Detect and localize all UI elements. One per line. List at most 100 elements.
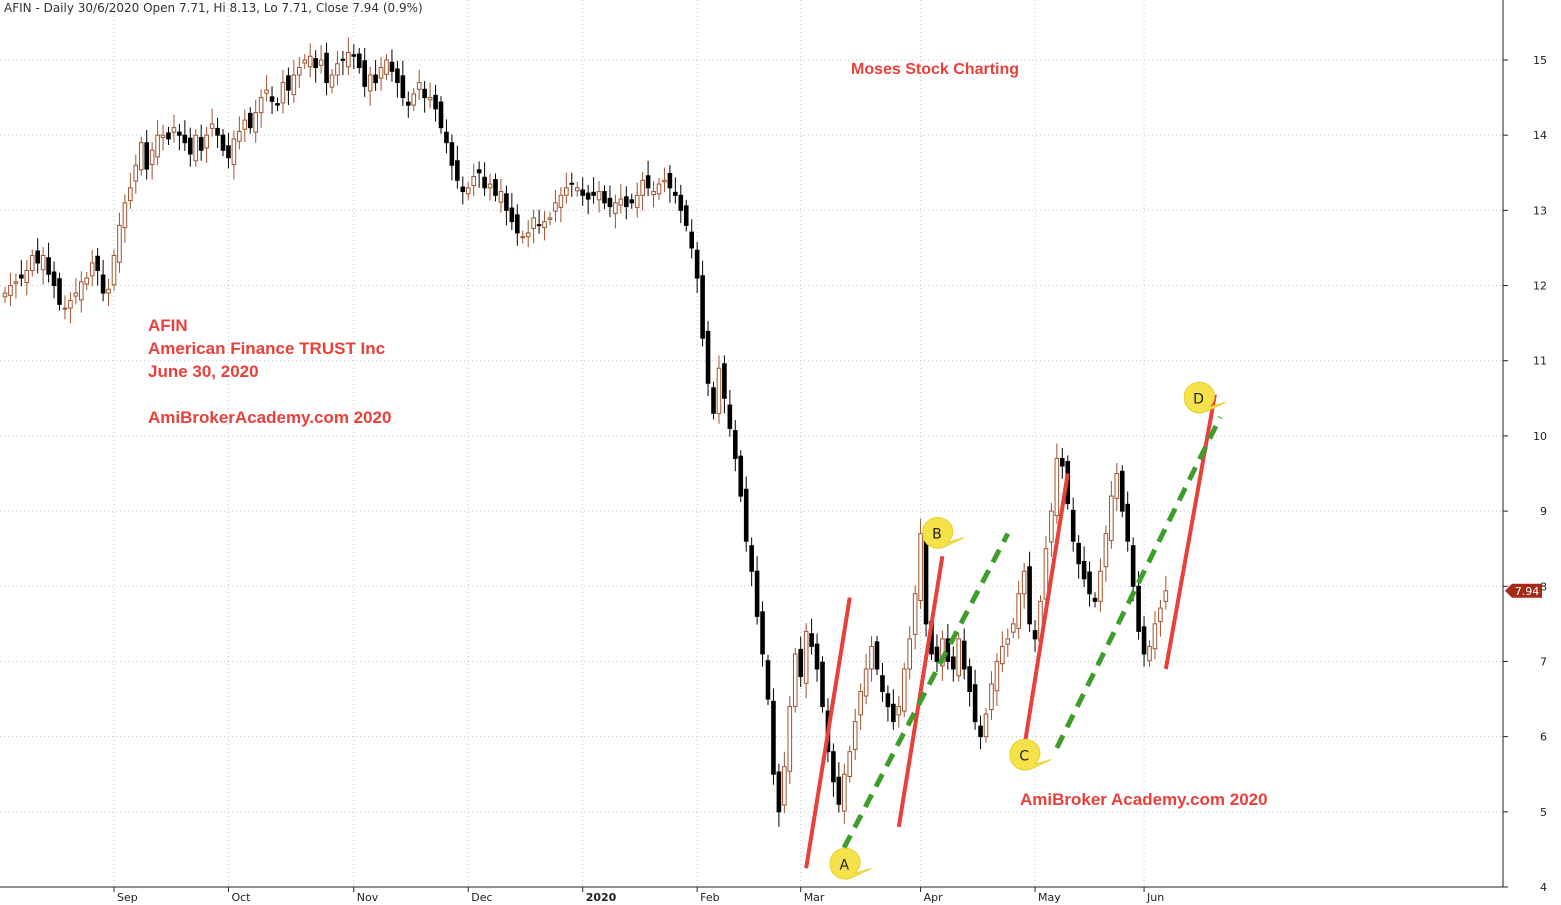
candle xyxy=(536,209,542,234)
candle xyxy=(324,42,329,96)
candle-body xyxy=(111,254,117,286)
grid xyxy=(0,0,1503,887)
candle xyxy=(193,129,199,167)
candle-body xyxy=(416,82,422,90)
candle xyxy=(803,623,809,699)
candle xyxy=(302,53,308,70)
candle-body xyxy=(68,300,73,309)
candle-body xyxy=(24,270,30,284)
candle xyxy=(13,273,19,299)
candle xyxy=(934,634,940,672)
candle xyxy=(19,259,24,287)
candle xyxy=(149,141,155,180)
candle-body xyxy=(182,134,188,144)
candle xyxy=(983,708,989,743)
candle xyxy=(907,626,913,680)
candle-body xyxy=(771,700,776,775)
candle-body xyxy=(634,194,640,208)
candle xyxy=(1060,447,1065,479)
candle-body xyxy=(787,706,793,772)
candle-body xyxy=(297,67,302,76)
candle xyxy=(433,84,438,122)
candle xyxy=(411,87,417,112)
candle xyxy=(569,172,575,197)
candle xyxy=(362,47,367,97)
candle xyxy=(8,272,13,306)
candle-body xyxy=(858,691,863,716)
candle-body xyxy=(193,134,199,162)
candle-body xyxy=(291,74,297,96)
candle-body xyxy=(863,668,869,697)
candle-body xyxy=(591,191,596,196)
candle xyxy=(291,60,297,103)
candle-body xyxy=(901,668,907,712)
candle-body xyxy=(1032,630,1038,640)
candle xyxy=(493,173,498,202)
candle xyxy=(269,86,275,115)
candle-body xyxy=(1092,597,1098,602)
candle xyxy=(247,107,253,134)
candle xyxy=(896,696,902,728)
candle xyxy=(356,47,362,74)
y-tick-label: 9 xyxy=(1540,505,1547,518)
candle-body xyxy=(1021,570,1027,595)
candle xyxy=(57,272,62,311)
x-tick-label: Nov xyxy=(357,891,379,904)
candles xyxy=(2,37,1169,827)
candle-body xyxy=(891,703,896,723)
candle xyxy=(869,635,874,682)
candle xyxy=(498,178,504,213)
candle-body xyxy=(520,236,526,239)
candle-body xyxy=(367,74,373,92)
green-dashed-trendline xyxy=(1054,416,1223,750)
candle-body xyxy=(122,202,128,229)
candle xyxy=(51,261,57,299)
candle xyxy=(160,124,166,151)
candle-body xyxy=(198,136,204,151)
candle-body xyxy=(13,281,19,284)
candle xyxy=(743,476,749,552)
y-tick-label: 13 xyxy=(1533,204,1547,217)
candle-body xyxy=(318,59,324,66)
candle xyxy=(1000,631,1005,672)
candle xyxy=(275,97,280,112)
candle xyxy=(166,126,171,145)
candle xyxy=(515,204,520,246)
chart-title: Moses Stock Charting xyxy=(851,61,1020,78)
candle-body xyxy=(1027,566,1032,625)
candle xyxy=(771,688,776,785)
candle xyxy=(885,685,891,722)
candle-body xyxy=(1081,560,1087,580)
candle xyxy=(258,89,264,128)
candle-body xyxy=(19,274,24,279)
candle-body xyxy=(727,404,733,429)
candle-body xyxy=(994,660,1000,692)
candle-body xyxy=(166,132,171,140)
candle-body xyxy=(880,675,885,693)
candle-body xyxy=(972,684,978,723)
candle xyxy=(188,127,193,167)
candle-body xyxy=(945,638,951,662)
candle xyxy=(591,177,596,204)
candle xyxy=(994,653,1000,706)
candle-body xyxy=(629,199,635,204)
candle-body xyxy=(673,191,678,196)
candle-body xyxy=(264,89,269,94)
candle-body xyxy=(138,142,144,171)
candle xyxy=(820,656,825,713)
candle-body xyxy=(754,570,760,617)
candle-body xyxy=(8,285,13,296)
candle xyxy=(204,126,209,163)
ticker-label: AFIN xyxy=(148,316,188,335)
candle xyxy=(209,108,215,137)
candle-body xyxy=(983,713,989,738)
candle-body xyxy=(733,430,738,459)
candle-body xyxy=(923,535,929,625)
y-tick-label: 11 xyxy=(1533,355,1547,368)
candle xyxy=(1119,465,1125,518)
candle-body xyxy=(373,74,378,84)
candle-body xyxy=(678,194,684,211)
candle xyxy=(329,69,335,94)
candle xyxy=(378,56,384,91)
candle-body xyxy=(683,205,689,226)
